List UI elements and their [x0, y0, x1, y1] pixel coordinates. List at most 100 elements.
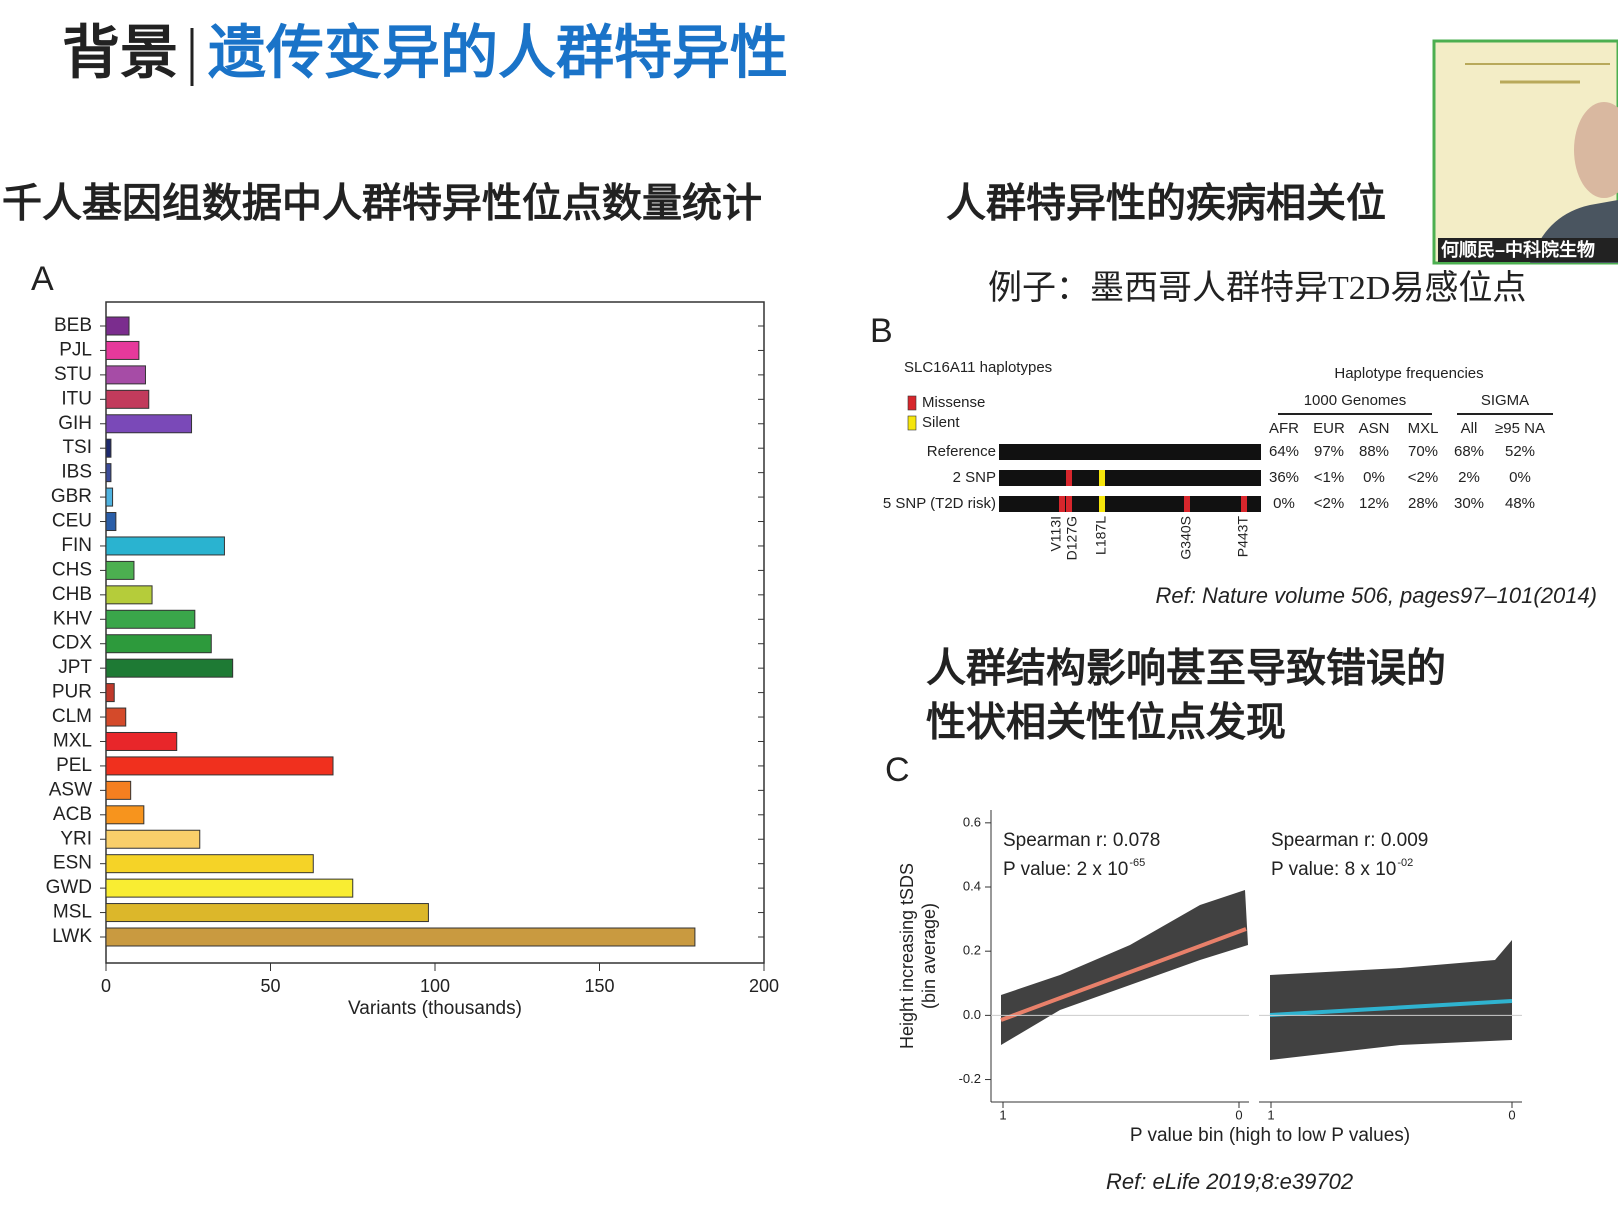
x-axis-label: Variants (thousands)	[348, 998, 522, 1019]
y-tick-label: MXL	[53, 730, 92, 751]
y-tick-label: KHV	[53, 608, 92, 629]
annotation: P value: 2 x 10	[1003, 859, 1128, 880]
y-tick-label: YRI	[60, 828, 92, 849]
freq-cell: 0%	[1509, 469, 1531, 486]
header-label: 背景	[62, 20, 178, 85]
variant-mark	[1059, 496, 1065, 512]
y-tick-label: 0.6	[963, 814, 981, 829]
reference: Ref: eLife 2019;8:e39702	[1106, 1169, 1353, 1194]
example-text: 例子：墨西哥人群特异T2D易感位点	[988, 269, 1526, 307]
bar	[105, 829, 201, 849]
bar	[105, 683, 115, 703]
y-tick-label: JPT	[58, 657, 92, 678]
row-label: 5 SNP (T2D risk)	[883, 495, 996, 512]
annotation: Spearman r: 0.078	[1003, 830, 1160, 851]
freq-cell: 28%	[1408, 495, 1438, 512]
freq-cell: 88%	[1359, 443, 1389, 460]
y-tick-label: ASW	[49, 779, 92, 800]
y-tick-label: GBR	[51, 486, 92, 507]
legend-swatch	[907, 415, 917, 431]
bar	[105, 414, 193, 434]
haplotype-bar	[999, 444, 1261, 460]
row-label: Reference	[927, 443, 996, 460]
y-tick-label: PJL	[59, 339, 92, 360]
freq-cell: 2%	[1458, 469, 1480, 486]
y-tick-label: ITU	[61, 388, 92, 409]
bar	[105, 634, 212, 654]
x-tick-label: 150	[584, 976, 614, 996]
bar	[105, 780, 132, 800]
x-tick-label: 0	[101, 976, 111, 996]
y-tick-label: -0.2	[959, 1071, 981, 1086]
column-header: ASN	[1359, 420, 1390, 437]
group-label: SIGMA	[1481, 392, 1529, 409]
haplotype-bar	[999, 470, 1261, 486]
x-tick-label: 0	[1235, 1107, 1242, 1122]
column-header: MXL	[1408, 420, 1439, 437]
column-header: AFR	[1269, 420, 1299, 437]
caption-bar	[1438, 238, 1618, 262]
y-tick-label: 0.2	[963, 943, 981, 958]
freq-cell: 30%	[1454, 495, 1484, 512]
bar	[105, 585, 153, 605]
column-header: ≥95 NA	[1495, 420, 1545, 437]
x-tick-label: 1	[999, 1107, 1006, 1122]
freq-cell: <2%	[1408, 469, 1438, 486]
bar	[105, 878, 354, 898]
y-tick-label: ESN	[53, 853, 92, 874]
group-label: 1000 Genomes	[1304, 392, 1407, 409]
bar	[105, 536, 225, 556]
freq-cell: 68%	[1454, 443, 1484, 460]
y-tick-label: BEB	[54, 315, 92, 336]
y-axis-label: (bin average)	[919, 903, 939, 1009]
section-heading: 性状相关性位点发现	[926, 701, 1286, 745]
bar	[105, 658, 234, 678]
legend-label: Silent	[922, 414, 960, 431]
y-tick-label: PEL	[56, 755, 92, 776]
x-tick-label: 100	[420, 976, 450, 996]
x-tick-label: 0	[1508, 1107, 1515, 1122]
variant-mark	[1241, 496, 1247, 512]
y-tick-label: CHB	[52, 584, 92, 605]
bar	[105, 438, 112, 458]
column-header: EUR	[1313, 420, 1345, 437]
variant-mark	[1066, 470, 1072, 486]
y-axis-label: Height increasing tSDS	[897, 863, 917, 1049]
y-tick-label: GWD	[46, 877, 92, 898]
haplotype-bar	[999, 496, 1261, 512]
panel-letter: C	[885, 751, 910, 789]
freq-cell: <1%	[1314, 469, 1344, 486]
y-tick-label: LWK	[52, 926, 92, 947]
variant-mark	[1099, 470, 1105, 486]
bar	[105, 927, 696, 947]
section-heading: 千人基因组数据中人群特异性位点数量统计	[2, 182, 762, 226]
y-tick-label: MSL	[53, 902, 92, 923]
header-title: 遗传变异的人群特异性	[208, 20, 788, 85]
row-label: 2 SNP	[953, 469, 996, 486]
bar	[105, 707, 127, 727]
x-tick-label: 1	[1267, 1107, 1274, 1122]
freq-cell: 12%	[1359, 495, 1389, 512]
annotation: Spearman r: 0.009	[1271, 830, 1428, 851]
section-heading: 人群特异性的疾病相关位	[946, 182, 1386, 226]
variant-mark	[1099, 496, 1105, 512]
y-tick-label: CHS	[52, 559, 92, 580]
annotation: P value: 8 x 10	[1271, 859, 1396, 880]
bar	[105, 512, 117, 532]
y-tick-label: TSI	[62, 437, 92, 458]
freq-cell: 0%	[1363, 469, 1385, 486]
panel-title: SLC16A11 haplotypes	[904, 359, 1052, 376]
freq-cell: 70%	[1408, 443, 1438, 460]
bar	[105, 340, 140, 360]
freq-cell: 48%	[1505, 495, 1535, 512]
bar	[105, 487, 114, 507]
bar	[105, 805, 145, 825]
bar	[105, 854, 314, 874]
person-head	[1574, 102, 1618, 198]
bar	[105, 389, 150, 409]
video-caption: 何顺民–中科院生物	[1441, 239, 1595, 260]
freq-cell: <2%	[1314, 495, 1344, 512]
y-tick-label: PUR	[52, 682, 92, 703]
bar	[105, 365, 146, 385]
scatter-cloud	[1000, 890, 1513, 1060]
